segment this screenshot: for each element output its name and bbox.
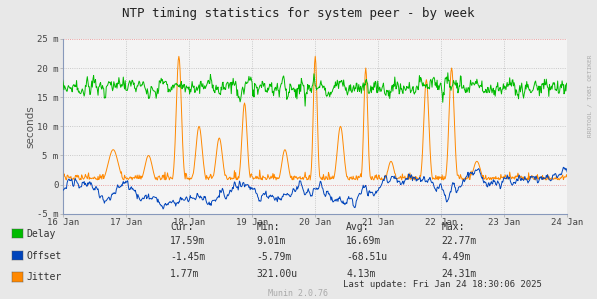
Text: -5.79m: -5.79m (257, 252, 292, 262)
Text: Max:: Max: (442, 222, 465, 232)
Text: Offset: Offset (27, 251, 62, 261)
Text: 17.59m: 17.59m (170, 236, 205, 246)
Text: 321.00u: 321.00u (257, 269, 298, 279)
Text: Min:: Min: (257, 222, 280, 232)
Text: 16.69m: 16.69m (346, 236, 381, 246)
Text: NTP timing statistics for system peer - by week: NTP timing statistics for system peer - … (122, 7, 475, 20)
Text: 4.49m: 4.49m (442, 252, 471, 262)
Text: 9.01m: 9.01m (257, 236, 286, 246)
Text: 24.31m: 24.31m (442, 269, 477, 279)
Text: Avg:: Avg: (346, 222, 370, 232)
Text: 1.77m: 1.77m (170, 269, 199, 279)
Text: -1.45m: -1.45m (170, 252, 205, 262)
Text: Jitter: Jitter (27, 272, 62, 283)
Text: -68.51u: -68.51u (346, 252, 387, 262)
Text: Last update: Fri Jan 24 18:30:06 2025: Last update: Fri Jan 24 18:30:06 2025 (343, 280, 542, 289)
Text: Munin 2.0.76: Munin 2.0.76 (269, 289, 328, 298)
Text: 4.13m: 4.13m (346, 269, 376, 279)
Text: Cur:: Cur: (170, 222, 193, 232)
Text: 22.77m: 22.77m (442, 236, 477, 246)
Y-axis label: seconds: seconds (26, 105, 36, 148)
Text: RRDTOOL / TOBI OETIKER: RRDTOOL / TOBI OETIKER (588, 54, 593, 137)
Text: Delay: Delay (27, 229, 56, 239)
